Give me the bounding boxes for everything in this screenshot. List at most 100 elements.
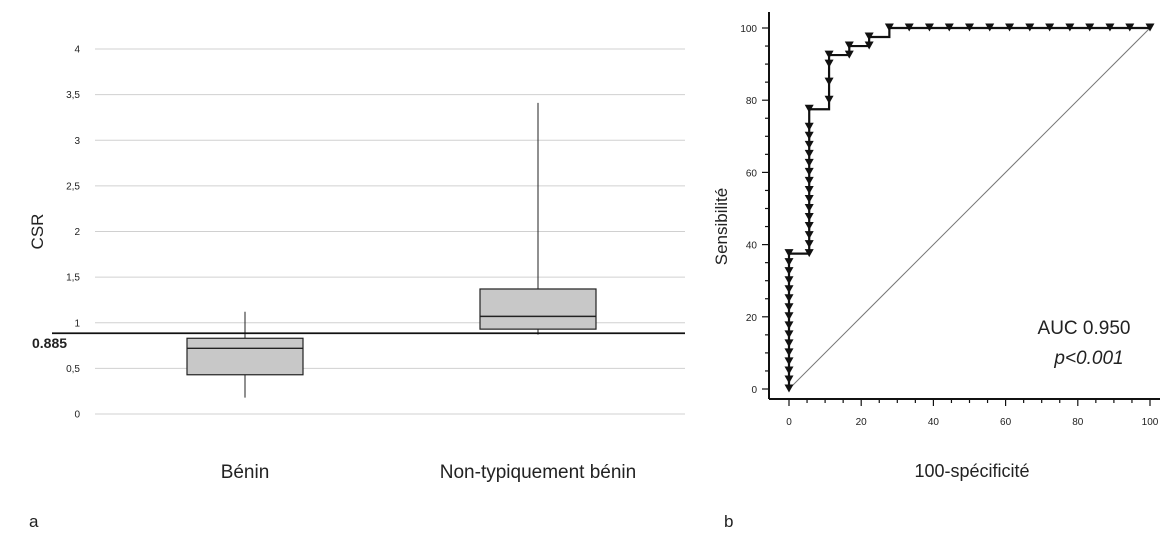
roc-point: [784, 285, 794, 294]
y-tick-label: 80: [746, 96, 758, 107]
y-tick-label: 20: [746, 313, 758, 324]
roc-point: [804, 158, 814, 167]
roc-markers: [784, 23, 1155, 393]
box-iqr: [186, 337, 304, 376]
y-axis-label: Sensibilité: [712, 188, 731, 266]
threshold-label: 0.885: [32, 335, 67, 351]
roc-point: [884, 23, 894, 32]
x-tick-label: 40: [928, 417, 940, 428]
roc-point: [804, 104, 814, 113]
category-label: Non-typiquement bénin: [440, 462, 636, 483]
y-tick-label: 3,5: [66, 90, 80, 101]
roc-point: [804, 149, 814, 158]
roc-point: [784, 267, 794, 276]
roc-point: [1145, 23, 1155, 32]
roc-point: [804, 122, 814, 131]
boxplots: [186, 102, 597, 398]
roc-point: [784, 249, 794, 258]
roc-point: [1125, 23, 1135, 32]
roc-point: [804, 204, 814, 212]
roc-point: [804, 167, 814, 176]
grid-lines: [95, 48, 685, 415]
roc-point: [784, 330, 794, 339]
category-labels: Bénin Non-typiquement bénin: [221, 462, 637, 483]
roc-point: [1025, 23, 1035, 32]
roc-point: [804, 140, 814, 149]
roc-point: [784, 357, 794, 366]
roc-point: [804, 176, 814, 185]
box-iqr: [479, 288, 597, 330]
roc-point: [864, 32, 874, 41]
roc-point: [965, 23, 974, 32]
axes: [762, 12, 1160, 406]
roc-point: [1065, 23, 1075, 32]
roc-point: [804, 222, 814, 231]
y-axis-label: CSR: [28, 214, 47, 250]
roc-point: [1085, 23, 1095, 32]
roc-point: [784, 276, 794, 285]
y-tick-label: 1,5: [66, 273, 80, 284]
y-tick-label: 2: [74, 227, 80, 238]
tick-labels: 0 20 40 60 80 100 0 20 40 60 80 100: [740, 24, 1158, 428]
y-tick-label: 0: [751, 385, 757, 396]
panel-label-a: a: [29, 512, 39, 531]
panel-label-b: b: [724, 512, 733, 531]
y-tick-label: 60: [746, 168, 758, 179]
roc-point: [784, 312, 794, 321]
roc-point: [784, 384, 794, 393]
roc-panel: 0 20 40 60 80 100 0 20 40 60 80 100 Sensibilité 100…: [712, 12, 1160, 531]
x-tick-label: 20: [856, 417, 868, 428]
roc-point: [904, 23, 914, 32]
roc-point: [944, 23, 954, 32]
roc-point: [844, 50, 854, 59]
roc-point: [784, 366, 794, 375]
x-axis-label: 100-spécificité: [914, 461, 1029, 481]
x-tick-label: 0: [786, 417, 792, 428]
y-tick-label: 40: [746, 241, 758, 252]
reference-diagonal: [788, 27, 1151, 390]
y-tick-labels: 0 0,5 1 1,5 2 2,5 3 3,5 4: [66, 45, 80, 421]
y-tick-label: 0: [74, 410, 80, 421]
roc-point: [824, 50, 834, 59]
roc-point: [824, 95, 834, 104]
roc-point: [784, 258, 794, 267]
roc-point: [1005, 23, 1015, 32]
roc-point: [804, 231, 814, 240]
roc-point: [784, 339, 794, 348]
roc-point: [1105, 23, 1115, 32]
category-label: Bénin: [221, 462, 270, 483]
roc-point: [784, 375, 794, 384]
auc-annotation: AUC 0.950: [1038, 318, 1131, 339]
x-tick-label: 80: [1072, 417, 1084, 428]
roc-point: [804, 249, 814, 258]
roc-point: [924, 23, 934, 32]
roc-point: [784, 294, 794, 303]
roc-point: [804, 185, 814, 194]
roc-point: [784, 321, 794, 330]
roc-point: [804, 240, 814, 249]
roc-point: [804, 131, 814, 140]
roc-point: [1045, 23, 1055, 32]
x-tick-label: 60: [1000, 417, 1012, 428]
boxplot-panel: 0 0,5 1 1,5 2 2,5 3 3,5 4 0.885 CSR Bénin Non-typ…: [28, 45, 685, 531]
roc-point: [804, 194, 814, 203]
roc-point: [804, 213, 814, 222]
roc-point: [985, 23, 995, 32]
y-tick-label: 100: [740, 24, 757, 35]
y-tick-label: 0,5: [66, 364, 80, 375]
roc-point: [864, 41, 874, 50]
y-tick-label: 1: [74, 318, 80, 329]
roc-point: [784, 348, 794, 357]
x-tick-label: 100: [1142, 417, 1159, 428]
box-2: [479, 102, 597, 335]
roc-point: [844, 41, 854, 50]
roc-point: [824, 59, 834, 68]
y-tick-label: 3: [74, 136, 80, 147]
roc-point: [784, 303, 794, 312]
roc-point: [824, 77, 834, 86]
p-value-annotation: p<0.001: [1053, 348, 1123, 369]
box-1: [186, 311, 304, 398]
y-tick-label: 4: [74, 45, 80, 56]
y-tick-label: 2,5: [66, 181, 80, 192]
